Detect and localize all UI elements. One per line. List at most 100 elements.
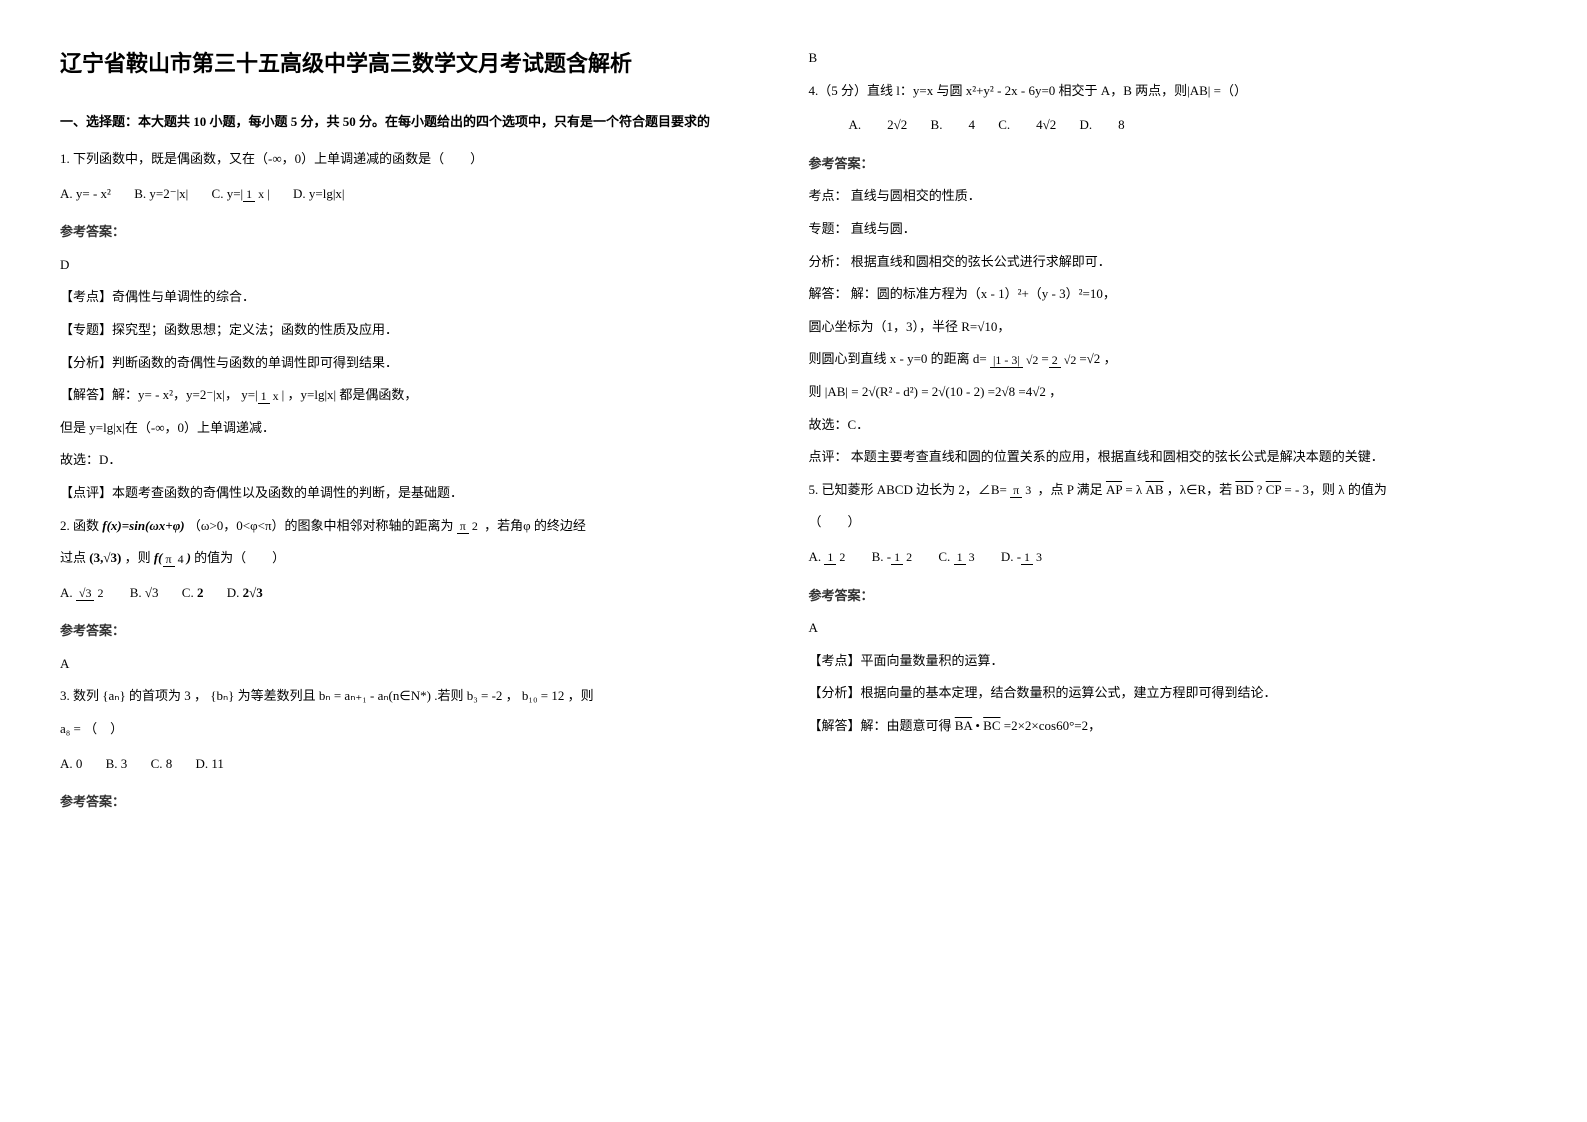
q4-line6: 则圆心到直线 x - y=0 的距离 d= |1 - 3|√2=2√2=√2 ， (809, 345, 1528, 374)
q5-opt-d: D. -13 (1001, 543, 1045, 572)
q3-stem2: a₈ = （ ） (60, 715, 779, 744)
frac-sqrt3-2: √32 (76, 587, 107, 600)
q2-stem2-mid: ，则 (125, 550, 151, 565)
frac-pi-4: π4 (163, 553, 187, 566)
q4-opt-a: A. 2√2 (849, 111, 908, 140)
frac-d1: |1 - 3|√2 (990, 354, 1041, 367)
q5-opt-b: B. -12 (872, 543, 916, 572)
q3-stem-pre: 3. 数列 (60, 688, 99, 703)
q4-line7-eq: = (921, 384, 928, 399)
q1-opt-d: D. y=lg|x| (293, 180, 345, 209)
q5-cp: CP (1266, 482, 1281, 497)
q4-answer-label: 参考答案： (809, 150, 1528, 179)
q2-stem-expr: f(x)=sin(ωx+φ) (102, 518, 184, 533)
q5-ab: AB (1145, 482, 1163, 497)
q4-line7-post: ， (1049, 384, 1062, 399)
frac-1-x: 1x (243, 188, 267, 201)
left-column: 辽宁省鞍山市第三十五高级中学高三数学文月考试题含解析 一、选择题：本大题共 10… (60, 40, 779, 821)
q2-answer-label: 参考答案： (60, 617, 779, 646)
q5-answer-label: 参考答案： (809, 582, 1528, 611)
q4-line5: 圆心坐标为（1，3），半径 R=√10， (809, 313, 1528, 342)
q5-ap: AP (1106, 482, 1122, 497)
q3-bn: {bₙ} (210, 688, 234, 703)
q5-dot: ? (1257, 482, 1263, 497)
q4-opt-c: C. 4√2 (998, 111, 1056, 140)
q4-line9: 点评： 本题主要考查直线和圆的位置关系的应用，根据直线和圆相交的弦长公式是解决本… (809, 443, 1528, 472)
document-title: 辽宁省鞍山市第三十五高级中学高三数学文月考试题含解析 (60, 40, 779, 88)
q4-line7-pre: 则 |AB| = (809, 384, 862, 399)
q3-mid5: ， (506, 688, 519, 703)
q1-sol3: 故选：D． (60, 446, 779, 475)
frac-pi-3: π3 (1010, 484, 1034, 497)
q5-mid3: = - 3，则 λ 的值为 (1284, 482, 1386, 497)
q5-mid2: ，λ∈R，若 (1167, 482, 1232, 497)
q5-eq: = λ (1125, 482, 1145, 497)
q3-mid1: 的首项为 (129, 688, 181, 703)
q4-options: A. 2√2 B. 4 C. 4√2 D. 8 (809, 111, 1528, 140)
q4-line7-expr4: =4√2 (1018, 384, 1045, 399)
q5-bd: BD (1235, 482, 1253, 497)
q1-note1: 【考点】奇偶性与单调性的综合． (60, 283, 779, 312)
frac-d2: 2√2 (1049, 354, 1080, 367)
q3-mid6: ，则 (568, 688, 594, 703)
frac-1-3-d: 13 (1021, 551, 1045, 564)
q5-stem-pre: 5. 已知菱形 ABCD 边长为 2，∠B= (809, 482, 1007, 497)
q1-sol1-end: ，y=lg|x| 都是偶函数， (288, 387, 418, 402)
q4-line7-expr2: 2√(10 - 2) (932, 384, 985, 399)
q4-line8: 故选：C． (809, 411, 1528, 440)
q5-sol1: 【解答】解：由题意可得 BA • BC =2×2×cos60°=2， (809, 712, 1528, 741)
q1-opt-c-expr: y=| (227, 186, 243, 201)
q1-answer: D (60, 251, 779, 280)
q1-opt-c-pre: C. (212, 186, 227, 201)
q2-stem2-pre: 过点 (60, 550, 86, 565)
q3-mid4: .若则 (434, 688, 463, 703)
q1-note3: 【分析】判断函数的奇偶性与函数的单调性即可得到结果． (60, 349, 779, 378)
q1-opt-c-post: | (267, 186, 270, 201)
q2-opt-b: B. √3 (130, 579, 159, 608)
q1-opt-a: A. y= - x² (60, 180, 111, 209)
q2-stem2-expr: f( (154, 550, 163, 565)
frac-1-2-b: 12 (891, 551, 915, 564)
q3-opt-b: B. 3 (106, 750, 128, 779)
q2-opt-a: A. √32 (60, 579, 106, 608)
q3-stem: 3. 数列 {aₙ} 的首项为 3 ， {bₙ} 为等差数列且 bₙ = aₙ₊… (60, 682, 779, 711)
q5-stem2: （ ） (809, 508, 1528, 537)
q3-opt-a: A. 0 (60, 750, 82, 779)
q1-sol1: 【解答】解：y= - x²，y=2⁻|x|， y=|1x| ，y=lg|x| 都… (60, 381, 779, 410)
q3-b10: b₁₀ = 12 (522, 688, 564, 703)
q2-stem-mid1: （ω>0，0<φ<π）的图象中相邻对称轴的距离为 (188, 518, 454, 533)
q4-line5-sqrt: √10 (977, 319, 997, 334)
q2-stem2-post: ) (187, 550, 191, 565)
q3-answer: B (809, 44, 1528, 73)
q5-note1: 【考点】平面向量数量积的运算． (809, 647, 1528, 676)
q2-stem2-end: 的值为（ ） (194, 550, 285, 565)
q2-opt-d: D. 2√3 (227, 579, 263, 608)
q1-sol2: 但是 y=lg|x|在（-∞，0）上单调递减． (60, 414, 779, 443)
q3-mid3: 为等差数列且 (238, 688, 316, 703)
q4-opt-b: B. 4 (931, 111, 975, 140)
q3-options: A. 0 B. 3 C. 8 D. 11 (60, 750, 779, 779)
q5-mid1: ，点 P 满足 (1037, 482, 1102, 497)
q4-opt-d: D. 8 (1080, 111, 1125, 140)
q2-options: A. √32 B. √3 C. 2 D. 2√3 (60, 579, 779, 608)
q5-sol1-dot: • (975, 718, 980, 733)
q4-line5-post: ， (997, 319, 1010, 334)
q2-stem-mid2: ，若角φ 的终边经 (484, 518, 586, 533)
frac-1-2-a: 12 (824, 551, 848, 564)
right-column: B 4.（5 分）直线 l：y=x 与圆 x²+y² - 2x - 6y=0 相… (809, 40, 1528, 821)
q5-answer: A (809, 614, 1528, 643)
q3-opt-c: C. 8 (151, 750, 173, 779)
q3-expr: bₙ = aₙ₊₁ - aₙ(n∈N*) (319, 688, 431, 703)
q4-line7: 则 |AB| = 2√(R² - d²) = 2√(10 - 2) =2√8 =… (809, 378, 1528, 407)
q4-line7-expr1: 2√(R² - d²) (862, 384, 918, 399)
q1-sol1-post: | (282, 387, 285, 402)
q2-stem2-point: (3,√3) (89, 550, 121, 565)
q2-opt-a-pre: A. (60, 585, 76, 600)
q2-stem-pre: 2. 函数 (60, 518, 99, 533)
q5-options: A. 12 B. -12 C. 13 D. -13 (809, 543, 1528, 572)
q3-mid2: ， (194, 688, 207, 703)
q4-line6-post: ， (1104, 351, 1117, 366)
frac-pi-2: π2 (457, 520, 481, 533)
q1-note4: 【点评】本题考查函数的奇偶性以及函数的单调性的判断，是基础题． (60, 479, 779, 508)
q1-options: A. y= - x² B. y=2⁻|x| C. y=|1x| D. y=lg|… (60, 180, 779, 209)
